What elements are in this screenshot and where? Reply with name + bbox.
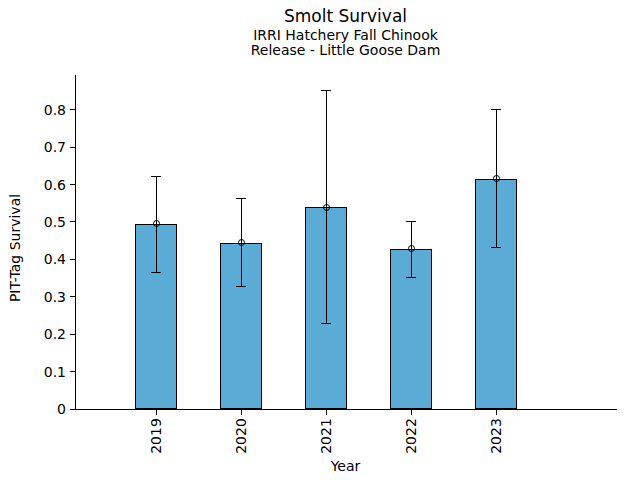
x-tick-mark xyxy=(496,410,497,415)
chart-title: Smolt Survival xyxy=(75,6,616,26)
x-axis-label: Year xyxy=(75,458,616,474)
x-tick-label: 2019 xyxy=(148,418,164,454)
data-point-marker xyxy=(408,245,415,252)
error-bar-cap-top xyxy=(151,176,161,177)
y-tick-mark xyxy=(70,409,75,410)
chart-subtitle: IRRI Hatchery Fall Chinook Release - Lit… xyxy=(75,28,616,58)
y-tick-mark xyxy=(70,109,75,110)
figure-canvas: Smolt Survival IRRI Hatchery Fall Chinoo… xyxy=(0,0,640,480)
error-bar-cap-bottom xyxy=(491,247,501,248)
x-tick-label: 2023 xyxy=(488,418,504,454)
y-tick-label: 0.2 xyxy=(6,325,66,343)
error-bar-cap-top xyxy=(321,90,331,91)
chart-subtitle-line-1: IRRI Hatchery Fall Chinook xyxy=(75,28,616,43)
error-bar-cap-top xyxy=(491,109,501,110)
error-bar-cap-bottom xyxy=(406,277,416,278)
y-tick-mark xyxy=(70,147,75,148)
error-bar-cap-top xyxy=(406,221,416,222)
x-tick-mark xyxy=(241,410,242,415)
x-tick-mark xyxy=(411,410,412,415)
y-tick-label: 0.4 xyxy=(6,250,66,268)
x-tick-label: 2022 xyxy=(403,418,419,454)
error-bar-cap-bottom xyxy=(151,272,161,273)
y-tick-label: 0.1 xyxy=(6,363,66,381)
y-tick-mark xyxy=(70,371,75,372)
y-tick-label: 0.3 xyxy=(6,288,66,306)
x-tick-mark xyxy=(156,410,157,415)
data-point-marker xyxy=(238,239,245,246)
y-tick-mark xyxy=(70,184,75,185)
error-bar-cap-top xyxy=(236,198,246,199)
x-tick-mark xyxy=(326,410,327,415)
error-bar-cap-bottom xyxy=(321,323,331,324)
error-bar-cap-bottom xyxy=(236,286,246,287)
y-tick-label: 0.8 xyxy=(6,101,66,119)
y-tick-label: 0.6 xyxy=(6,176,66,194)
y-tick-label: 0.7 xyxy=(6,138,66,156)
y-axis-label: PIT-Tag Survival xyxy=(7,194,23,302)
chart-subtitle-line-2: Release - Little Goose Dam xyxy=(75,43,616,58)
y-tick-label: 0 xyxy=(6,400,66,418)
x-tick-label: 2021 xyxy=(318,418,334,454)
y-tick-label: 0.5 xyxy=(6,213,66,231)
y-tick-mark xyxy=(70,221,75,222)
data-point-marker xyxy=(153,220,160,227)
y-tick-mark xyxy=(70,296,75,297)
y-tick-mark xyxy=(70,259,75,260)
x-tick-label: 2020 xyxy=(233,418,249,454)
y-tick-mark xyxy=(70,334,75,335)
data-point-marker xyxy=(323,204,330,211)
data-point-marker xyxy=(493,175,500,182)
